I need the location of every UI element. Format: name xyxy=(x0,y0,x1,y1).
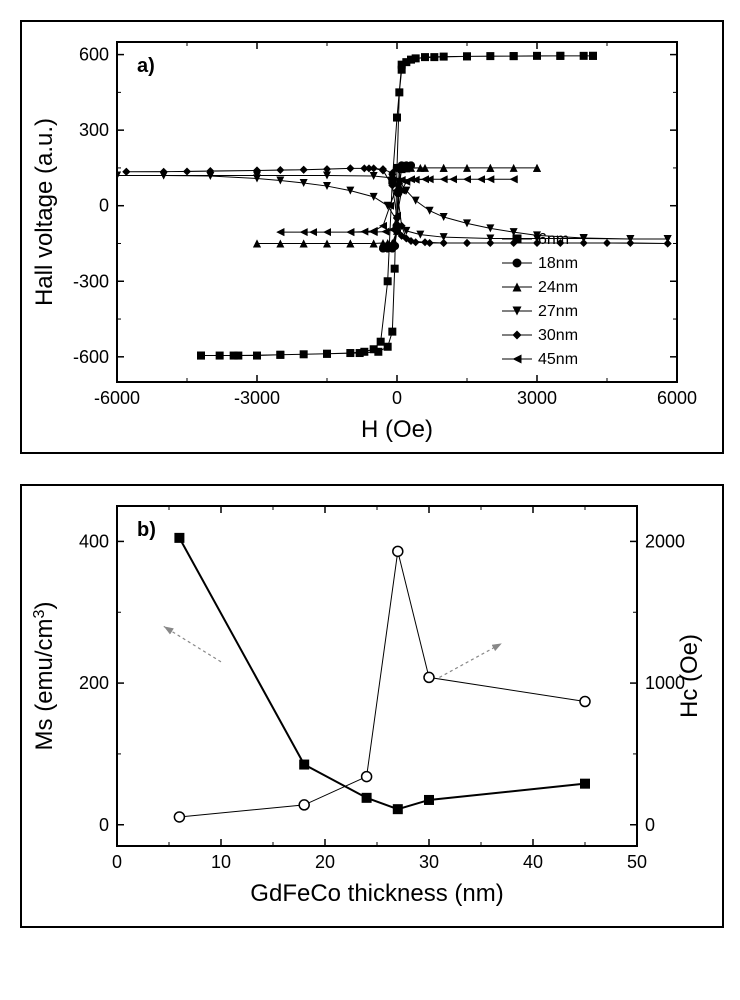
svg-text:10: 10 xyxy=(211,852,231,872)
svg-text:20: 20 xyxy=(315,852,335,872)
svg-text:H (Oe): H (Oe) xyxy=(361,416,433,443)
svg-text:0: 0 xyxy=(99,815,109,835)
svg-text:0: 0 xyxy=(645,815,655,835)
svg-text:30: 30 xyxy=(419,852,439,872)
chart-b-container: 010203040500200400010002000GdFeCo thickn… xyxy=(20,484,724,928)
svg-text:400: 400 xyxy=(79,531,109,551)
svg-text:45nm: 45nm xyxy=(538,351,578,368)
svg-text:2000: 2000 xyxy=(645,531,685,551)
svg-text:18nm: 18nm xyxy=(538,255,578,272)
svg-text:6nm: 6nm xyxy=(538,231,569,248)
chart-b-svg: 010203040500200400010002000GdFeCo thickn… xyxy=(22,486,722,926)
svg-text:0: 0 xyxy=(392,388,402,408)
svg-text:GdFeCo thickness (nm): GdFeCo thickness (nm) xyxy=(250,880,503,907)
svg-text:-3000: -3000 xyxy=(234,388,280,408)
svg-text:0: 0 xyxy=(99,196,109,216)
svg-text:600: 600 xyxy=(79,45,109,65)
svg-text:300: 300 xyxy=(79,120,109,140)
svg-text:0: 0 xyxy=(112,852,122,872)
svg-text:24nm: 24nm xyxy=(538,279,578,296)
svg-text:-6000: -6000 xyxy=(94,388,140,408)
svg-text:30nm: 30nm xyxy=(538,327,578,344)
svg-text:3000: 3000 xyxy=(517,388,557,408)
svg-text:Hall voltage (a.u.): Hall voltage (a.u.) xyxy=(31,118,58,306)
svg-text:a): a) xyxy=(137,55,155,77)
svg-text:6000: 6000 xyxy=(657,388,697,408)
chart-a-container: -6000-3000030006000-600-3000300600H (Oe)… xyxy=(20,20,724,454)
svg-text:Hc (Oe): Hc (Oe) xyxy=(676,634,703,718)
svg-text:-600: -600 xyxy=(73,347,109,367)
svg-text:200: 200 xyxy=(79,673,109,693)
svg-text:27nm: 27nm xyxy=(538,303,578,320)
svg-text:50: 50 xyxy=(627,852,647,872)
svg-text:40: 40 xyxy=(523,852,543,872)
chart-a-svg: -6000-3000030006000-600-3000300600H (Oe)… xyxy=(22,22,722,452)
svg-text:b): b) xyxy=(137,519,156,541)
svg-text:Ms (emu/cm3): Ms (emu/cm3) xyxy=(31,602,59,751)
svg-text:-300: -300 xyxy=(73,271,109,291)
